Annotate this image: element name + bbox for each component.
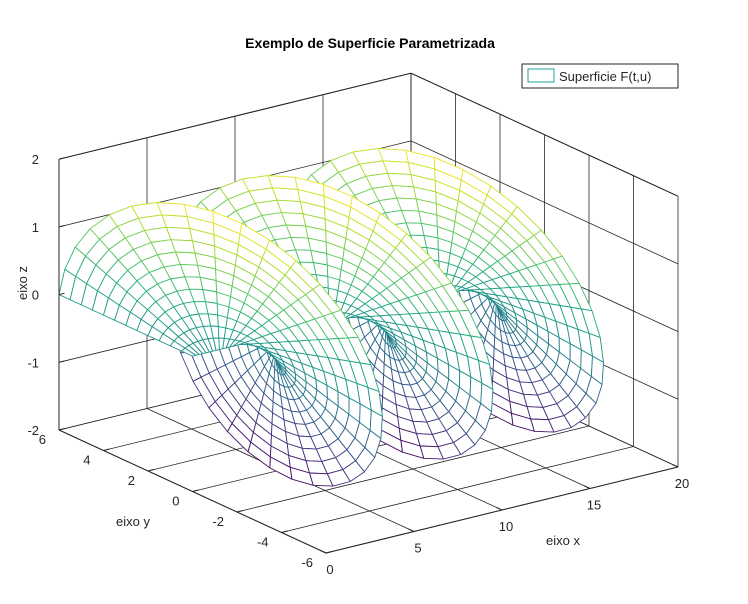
surface-patch [377,147,409,163]
y-tick-label: 4 [83,453,90,468]
y-tick [103,448,110,451]
x-tick [408,528,415,532]
x-tick-label: 15 [587,498,601,513]
y-axis-label: eixo y [116,514,150,529]
y-tick-label: 6 [39,432,46,447]
surface-patch [165,226,193,242]
z-tick [58,360,65,363]
x-tick-label: 0 [326,562,333,577]
surface-mesh [58,147,604,487]
surface-patch [359,362,380,392]
box-edge [58,72,412,160]
y-tick-label: 0 [172,494,179,509]
z-tick-label: 2 [32,152,39,167]
x-tick [672,464,679,468]
y-tick [236,510,244,513]
y-tick-label: 2 [128,473,135,488]
surface-patch [470,335,491,365]
x-tick-label: 5 [414,541,421,556]
z-tick-label: -2 [27,423,39,438]
surface-patch [267,175,299,190]
z-tick [58,428,65,431]
axis-box-front [58,157,679,554]
surface-patch [580,308,601,338]
z-tick [58,225,65,228]
z-tick-label: -1 [27,355,39,370]
y-tick [147,469,155,472]
x-tick-label: 10 [499,519,513,534]
z-axis-label: eixo z [15,266,30,300]
y-tick-label: -6 [301,555,313,570]
x-tick [496,507,503,511]
x-tick [320,550,327,554]
y-tick-label: -2 [212,514,224,529]
legend-swatch [527,68,555,83]
y-tick-label: -4 [257,535,269,550]
surface-patch [271,187,301,203]
x-axis-label: eixo x [546,533,580,548]
x-tick-label: 20 [675,476,689,491]
surface-patch [156,202,188,217]
z-tick [58,157,65,160]
box-edge [410,72,679,197]
surface-patch [382,160,412,176]
surface-patch [276,199,304,215]
legend-label: Superficie F(t,u) [559,69,651,84]
y-tick [325,551,333,554]
chart-title: Exemplo de Superficie Parametrizada [245,35,495,51]
legend: Superficie F(t,u) [521,63,679,89]
y-tick [192,489,199,492]
x-tick [584,485,591,489]
surface-patch [387,172,415,188]
surface-patch [161,214,191,230]
z-tick-label: 1 [32,220,39,235]
z-tick-label: 0 [32,288,39,303]
surface-patch [180,347,197,357]
y-tick [281,530,288,533]
z-tick [58,292,65,296]
